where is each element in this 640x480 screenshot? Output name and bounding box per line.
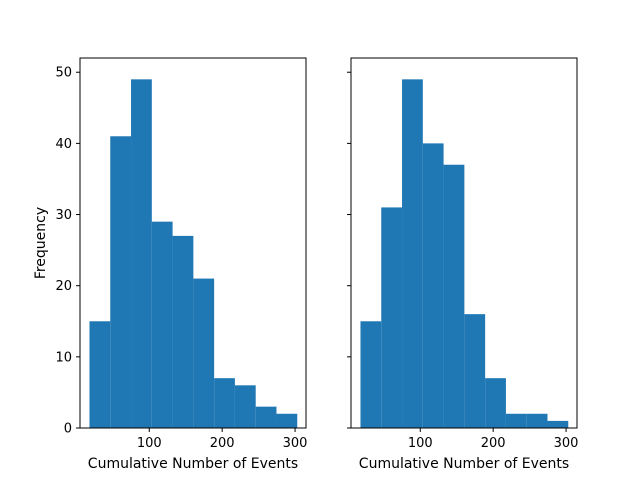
histogram-bar [172,235,194,428]
y-tick-label: 30 [55,208,72,223]
x-tick-label: 100 [408,436,433,451]
histogram-bar [89,321,111,428]
y-tick-label: 0 [64,422,72,437]
histogram-bar [381,207,403,428]
x-tick-label: 300 [554,436,579,451]
x-axis-label: Cumulative Number of Events [88,456,298,472]
histogram-bar [151,221,173,428]
histogram-bar [193,278,215,428]
histogram-bar [255,406,277,428]
histogram-bar [485,378,506,428]
y-axis-label: Frequency [33,207,49,279]
histogram-bar [443,164,465,428]
y-tick-label: 10 [55,350,72,365]
histogram-bar [234,385,256,428]
histogram-bar [276,413,298,428]
axes-frame [79,57,307,429]
x-tick-label: 200 [481,436,506,451]
histogram-bar [547,420,569,428]
y-tick-label: 40 [55,137,72,152]
axes-frame [350,57,578,429]
x-tick-label: 300 [283,436,308,451]
x-axis-label: Cumulative Number of Events [359,456,569,472]
x-tick-label: 200 [210,436,235,451]
y-tick-label: 20 [55,279,72,294]
histogram-bar [360,321,382,428]
panel-1: 100 200 300 0 10 20 30 40 50 Cumulative Number of… [33,57,308,472]
histogram-bar [110,136,132,428]
histogram-bar [505,413,527,428]
histogram-bar [131,79,152,428]
histogram-bar [464,314,486,428]
histogram-bar [214,378,235,428]
x-tick-label: 100 [137,436,162,451]
histogram-bar [422,143,444,428]
histogram-bar [402,79,423,428]
y-tick-label: 50 [55,66,72,81]
panel-2: 100 200 300 Cumulative Number of Events [347,57,579,472]
histogram-bar [526,413,548,428]
